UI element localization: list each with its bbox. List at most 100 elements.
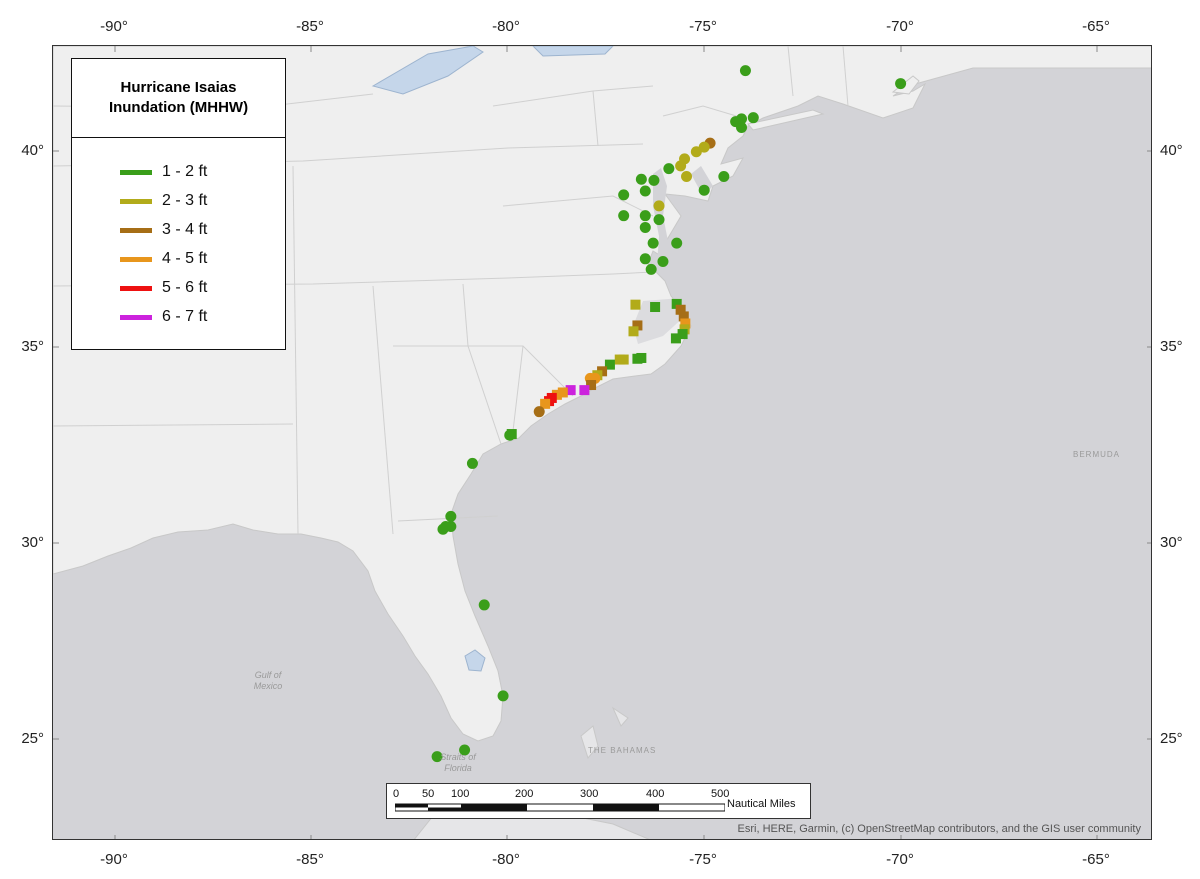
inundation-point-1-2ft[interactable] xyxy=(718,170,730,182)
lat-tick-left-25: 25° xyxy=(21,730,44,747)
legend-swatch xyxy=(120,227,152,233)
inundation-point-1-2ft[interactable] xyxy=(639,253,651,265)
lon-tick-top-65: -65° xyxy=(1082,18,1110,35)
inundation-point-6-7ft[interactable] xyxy=(579,385,590,396)
label-gulf-of-mexico: Gulf of Mexico xyxy=(253,670,283,691)
inundation-point-1-2ft[interactable] xyxy=(670,333,681,344)
lon-tick-bottom-75: -75° xyxy=(689,851,717,868)
inundation-point-1-2ft[interactable] xyxy=(639,221,651,233)
inundation-point-1-2ft[interactable] xyxy=(647,237,659,249)
legend-item-1-2ft: 1 - 2 ft xyxy=(120,163,207,181)
inundation-point-4-5ft[interactable] xyxy=(540,398,551,409)
inundation-point-2-3ft[interactable] xyxy=(628,326,639,337)
legend-title: Hurricane Isaias Inundation (MHHW) xyxy=(72,59,285,138)
legend-item-2-3ft: 2 - 3 ft xyxy=(120,192,207,210)
inundation-point-4-5ft[interactable] xyxy=(680,318,691,329)
inundation-point-1-2ft[interactable] xyxy=(604,359,615,370)
inundation-point-1-2ft[interactable] xyxy=(698,184,710,196)
map-attribution: Esri, HERE, Garmin, (c) OpenStreetMap co… xyxy=(737,823,1141,835)
inundation-point-1-2ft[interactable] xyxy=(739,65,751,77)
scale-tick-label: 100 xyxy=(451,788,470,800)
inundation-point-1-2ft[interactable] xyxy=(736,121,748,133)
legend-swatch xyxy=(120,198,152,204)
inundation-point-1-2ft[interactable] xyxy=(445,510,457,522)
inundation-point-1-2ft[interactable] xyxy=(459,744,471,756)
inundation-point-1-2ft[interactable] xyxy=(657,256,669,268)
inundation-point-2-3ft[interactable] xyxy=(681,170,693,182)
lon-tick-bottom-70: -70° xyxy=(886,851,914,868)
lat-tick-right-40: 40° xyxy=(1160,142,1183,159)
lake-okeechobee xyxy=(464,649,486,672)
inundation-point-2-3ft[interactable] xyxy=(675,160,687,172)
inundation-point-1-2ft[interactable] xyxy=(639,185,651,197)
inundation-point-1-2ft[interactable] xyxy=(431,751,443,763)
inundation-point-1-2ft[interactable] xyxy=(736,113,748,125)
inundation-point-1-2ft[interactable] xyxy=(677,329,688,340)
pamlico-sound xyxy=(633,298,685,344)
scale-units: Nautical Miles xyxy=(727,798,796,810)
inundation-point-1-2ft[interactable] xyxy=(895,78,907,90)
legend-label: 5 - 6 ft xyxy=(162,279,208,296)
inundation-point-1-2ft[interactable] xyxy=(635,173,647,185)
inundation-point-1-2ft[interactable] xyxy=(440,521,452,533)
legend-label: 1 - 2 ft xyxy=(162,163,208,180)
land-long-island xyxy=(747,109,825,131)
inundation-point-1-2ft[interactable] xyxy=(645,263,657,275)
inundation-point-1-2ft[interactable] xyxy=(478,599,490,611)
inundation-point-1-2ft[interactable] xyxy=(648,174,660,186)
map-frame[interactable]: BERMUDA Gulf of Mexico THE BAHAMAS Strai… xyxy=(52,45,1152,840)
inundation-point-2-3ft[interactable] xyxy=(630,299,641,310)
inundation-point-1-2ft[interactable] xyxy=(653,214,665,226)
legend-swatch xyxy=(120,169,152,175)
inundation-point-1-2ft[interactable] xyxy=(618,210,630,222)
lon-tick-top-80: -80° xyxy=(492,18,520,35)
inundation-point-1-2ft[interactable] xyxy=(466,457,478,469)
inundation-point-2-3ft[interactable] xyxy=(614,354,625,365)
lon-tick-bottom-65: -65° xyxy=(1082,851,1110,868)
legend-swatch xyxy=(120,314,152,320)
lake-erie xyxy=(371,46,484,95)
label-bermuda: BERMUDA xyxy=(1073,450,1121,459)
inundation-point-3-4ft[interactable] xyxy=(675,304,686,315)
inundation-point-2-3ft[interactable] xyxy=(653,200,665,212)
inundation-point-1-2ft[interactable] xyxy=(663,163,675,175)
inundation-point-3-4ft[interactable] xyxy=(678,311,689,322)
inundation-point-3-4ft[interactable] xyxy=(586,380,597,391)
lat-tick-left-35: 35° xyxy=(21,338,44,355)
inundation-point-1-2ft[interactable] xyxy=(671,298,682,309)
scale-tick-label: 500 xyxy=(711,788,730,800)
inundation-point-1-2ft[interactable] xyxy=(497,690,509,702)
inundation-point-4-5ft[interactable] xyxy=(557,387,568,398)
legend-swatch xyxy=(120,256,152,262)
inundation-point-1-2ft[interactable] xyxy=(650,302,661,313)
lon-tick-bottom-80: -80° xyxy=(492,851,520,868)
inundation-point-3-4ft[interactable] xyxy=(632,320,643,331)
land-bahamas xyxy=(580,725,599,760)
inundation-point-4-5ft[interactable] xyxy=(551,389,562,400)
legend-label: 3 - 4 ft xyxy=(162,221,208,238)
graticule xyxy=(53,46,1151,839)
lat-tick-right-35: 35° xyxy=(1160,338,1183,355)
inundation-point-1-2ft[interactable] xyxy=(639,210,651,222)
inundation-point-1-2ft[interactable] xyxy=(618,189,630,201)
scale-tick-label: 300 xyxy=(580,788,599,800)
legend-label: 4 - 5 ft xyxy=(162,250,208,267)
inundation-points[interactable] xyxy=(431,65,907,763)
inundation-point-1-2ft[interactable] xyxy=(671,237,683,249)
land-cape-cod xyxy=(891,75,920,95)
inundation-point-1-2ft[interactable] xyxy=(747,112,759,124)
scale-tick-label: 400 xyxy=(646,788,665,800)
inundation-point-1-2ft[interactable] xyxy=(504,429,516,441)
inundation-point-3-4ft[interactable] xyxy=(533,406,545,418)
land-bahamas-2 xyxy=(611,706,629,727)
lon-tick-top-75: -75° xyxy=(689,18,717,35)
legend-swatch xyxy=(120,285,152,291)
lon-tick-top-70: -70° xyxy=(886,18,914,35)
inundation-point-6-7ft[interactable] xyxy=(565,385,576,396)
legend-item-4-5ft: 4 - 5 ft xyxy=(120,250,207,268)
lake-ontario xyxy=(532,46,614,57)
inundation-point-1-2ft[interactable] xyxy=(632,353,643,364)
basemap[interactable] xyxy=(53,46,1152,840)
inundation-point-2-3ft[interactable] xyxy=(690,146,702,158)
legend-item-6-7ft: 6 - 7 ft xyxy=(120,308,207,326)
